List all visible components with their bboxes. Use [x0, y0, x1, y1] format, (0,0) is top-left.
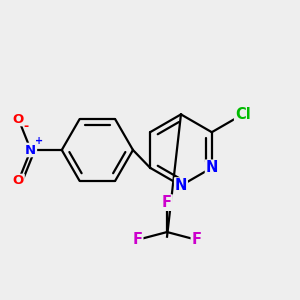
Text: F: F	[162, 195, 172, 210]
Text: F: F	[133, 232, 142, 247]
Text: N: N	[175, 178, 187, 193]
Text: O: O	[13, 175, 24, 188]
Text: +: +	[35, 136, 44, 146]
Text: N: N	[206, 160, 218, 175]
Text: N: N	[25, 143, 36, 157]
Text: Cl: Cl	[235, 107, 250, 122]
Text: F: F	[191, 232, 201, 247]
Text: -: -	[24, 120, 29, 133]
Text: O: O	[13, 112, 24, 125]
